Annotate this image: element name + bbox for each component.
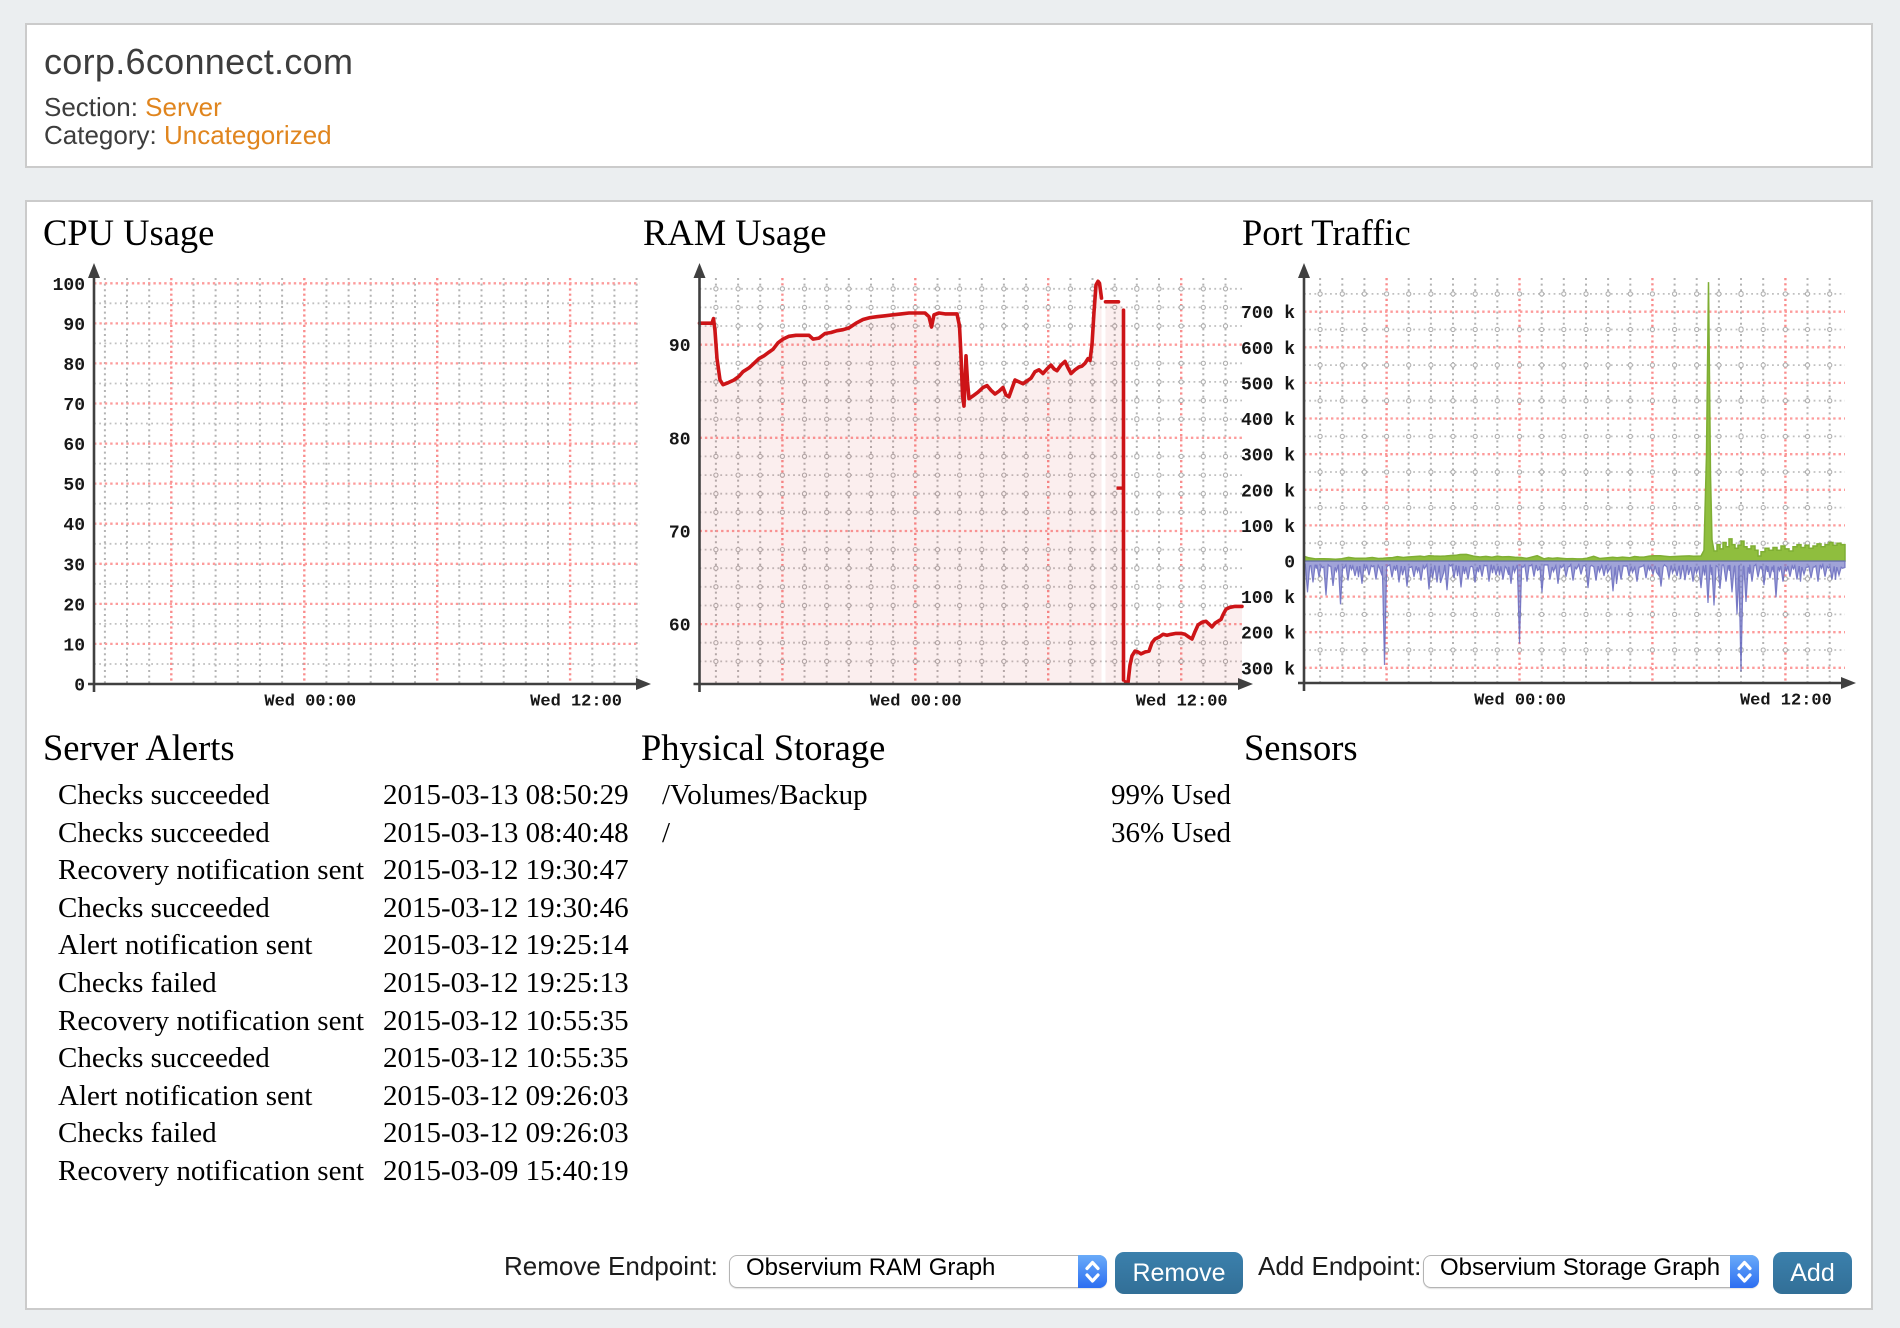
svg-text:0: 0 [74, 677, 85, 697]
svg-text:700 k: 700 k [1241, 304, 1295, 324]
svg-text:100: 100 [53, 276, 85, 296]
svg-text:500 k: 500 k [1241, 375, 1295, 395]
svg-text:Wed 12:00: Wed 12:00 [1136, 693, 1228, 712]
svg-text:60: 60 [669, 617, 691, 637]
svg-text:90: 90 [669, 337, 691, 357]
svg-text:300 k: 300 k [1241, 447, 1295, 467]
svg-text:Wed 00:00: Wed 00:00 [1474, 692, 1566, 711]
svg-text:60: 60 [63, 436, 85, 456]
svg-text:Wed 00:00: Wed 00:00 [870, 693, 962, 712]
svg-text:50: 50 [63, 476, 85, 496]
svg-text:0: 0 [1284, 554, 1295, 574]
svg-text:200 k: 200 k [1241, 625, 1295, 645]
svg-text:10: 10 [63, 636, 85, 656]
svg-text:80: 80 [63, 356, 85, 376]
svg-text:Wed 00:00: Wed 00:00 [264, 693, 356, 712]
svg-text:100 k: 100 k [1241, 518, 1295, 538]
svg-text:70: 70 [669, 524, 691, 544]
svg-text:100 k: 100 k [1241, 589, 1295, 609]
svg-text:400 k: 400 k [1241, 411, 1295, 431]
svg-text:90: 90 [63, 316, 85, 336]
svg-text:30: 30 [63, 556, 85, 576]
svg-text:Wed 12:00: Wed 12:00 [530, 693, 622, 712]
svg-text:600 k: 600 k [1241, 340, 1295, 360]
svg-text:70: 70 [63, 396, 85, 416]
svg-text:300 k: 300 k [1241, 660, 1295, 680]
svg-text:80: 80 [669, 430, 691, 450]
svg-text:200 k: 200 k [1241, 482, 1295, 502]
svg-text:Wed 12:00: Wed 12:00 [1740, 692, 1832, 711]
svg-text:20: 20 [63, 596, 85, 616]
svg-text:40: 40 [63, 516, 85, 536]
